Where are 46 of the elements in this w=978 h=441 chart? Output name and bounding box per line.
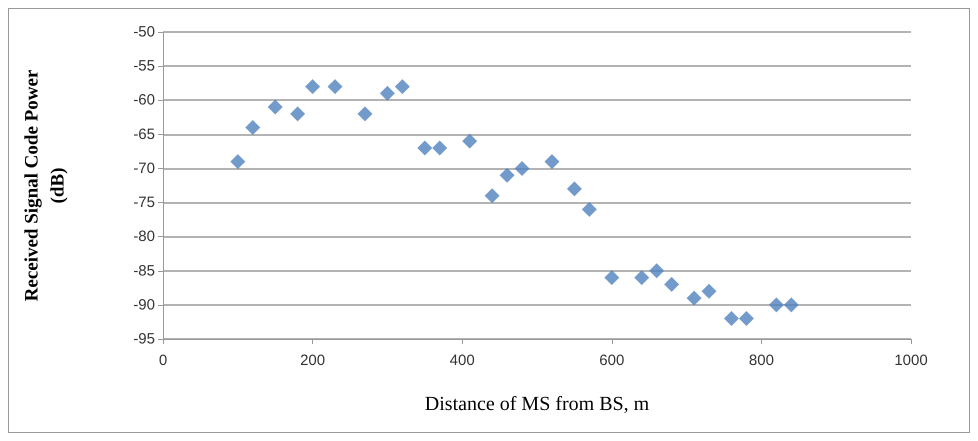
- x-tick-label: 400: [450, 352, 475, 369]
- x-tick-label: 600: [599, 352, 624, 369]
- x-axis-title: Distance of MS from BS, m: [424, 393, 650, 415]
- point: [724, 311, 739, 326]
- point: [245, 120, 260, 136]
- y-tick-label: -50: [133, 24, 155, 40]
- y-tick-label: -70: [133, 160, 155, 177]
- point: [290, 106, 306, 122]
- point: [784, 297, 799, 312]
- y-tick-label: -95: [133, 330, 155, 348]
- point: [380, 86, 395, 101]
- point: [305, 79, 320, 94]
- point: [702, 284, 717, 299]
- y-tick-label: -90: [133, 296, 155, 314]
- point: [328, 79, 343, 94]
- y-tick-label: -80: [133, 228, 155, 246]
- y-axis-title: Received Signal Code Power (dB): [22, 69, 68, 302]
- point: [768, 297, 784, 312]
- point: [566, 181, 582, 196]
- y-tick-label: -75: [133, 194, 155, 212]
- point: [462, 134, 478, 149]
- y-tick-label: -55: [133, 58, 155, 75]
- point: [394, 79, 410, 94]
- y-tick-label: -85: [133, 262, 155, 280]
- point: [664, 276, 680, 292]
- point: [514, 160, 530, 176]
- point: [357, 106, 372, 122]
- point: [500, 168, 515, 183]
- y-tick-label: -60: [133, 92, 155, 109]
- x-tick-label: 800: [748, 352, 774, 369]
- point: [544, 154, 560, 170]
- point: [738, 311, 754, 326]
- y-tick-label: -65: [133, 126, 155, 143]
- point: [604, 270, 620, 286]
- point: [268, 100, 283, 115]
- x-tick-label: 1000: [894, 352, 928, 369]
- point: [649, 263, 664, 278]
- point: [582, 202, 597, 217]
- point: [230, 154, 246, 170]
- point: [417, 140, 432, 156]
- point: [634, 270, 650, 286]
- x-tick-label: 200: [300, 352, 326, 369]
- x-tick-label: 0: [158, 352, 168, 369]
- point: [686, 290, 702, 306]
- point: [484, 188, 500, 204]
- point: [432, 140, 448, 156]
